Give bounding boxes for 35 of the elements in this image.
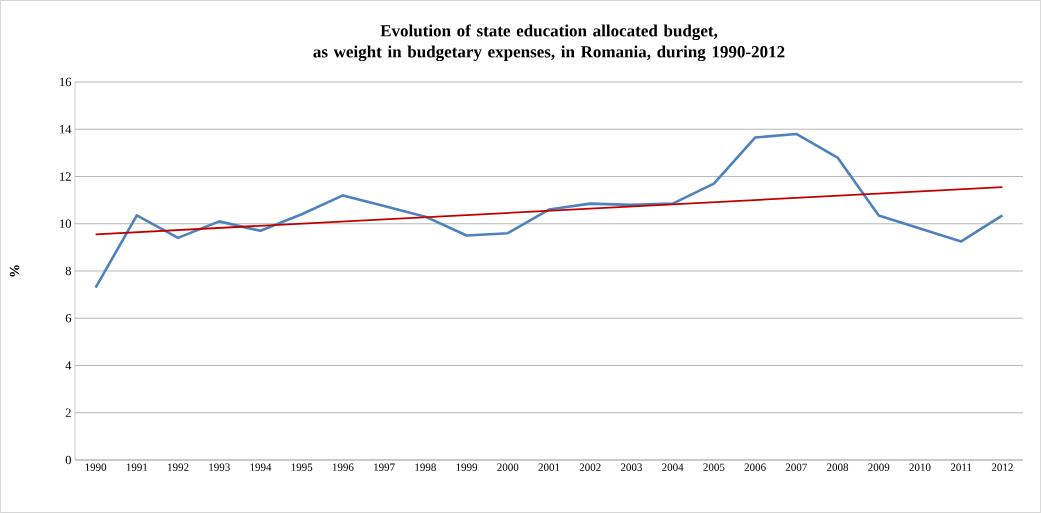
x-tick-label: 2008 [827, 463, 849, 471]
x-tick-label: 1998 [415, 463, 436, 471]
x-tick-label: 1997 [374, 463, 395, 471]
x-tick-label: 2003 [620, 463, 642, 471]
x-tick-label: 1993 [209, 463, 230, 471]
y-axis-title: % [9, 265, 20, 277]
line-series [94, 132, 1004, 289]
x-tick-label: 1995 [291, 463, 313, 471]
y-tick-label: 10 [60, 219, 71, 228]
x-tick-label: 2009 [868, 463, 890, 471]
x-tick-label: 2002 [579, 463, 601, 471]
y-tick-label: 2 [65, 408, 71, 417]
x-tick-label: 1991 [126, 463, 148, 471]
x-tick-label: 2005 [703, 463, 725, 471]
y-tick-label: 0 [65, 455, 71, 465]
x-tick-label: 1996 [332, 463, 354, 471]
y-tick-label: 16 [60, 77, 72, 87]
x-tick-label: 2000 [497, 463, 519, 471]
y-tick-label: 8 [65, 266, 71, 276]
x-tick-label: 2001 [538, 463, 560, 471]
x-tick-label: 2012 [991, 463, 1013, 471]
x-tick-label: 1990 [85, 463, 107, 471]
x-tick-label: 1999 [456, 463, 478, 471]
y-tick-label: 12 [60, 172, 71, 181]
x-tick-label: 2007 [785, 463, 807, 471]
x-tick-label: 2006 [744, 463, 766, 471]
x-tick-label: 2011 [950, 463, 972, 471]
chart-title: Evolution of state education allocated budget, as weight in budgetary expenses, in Romania, during 1990-2012 [313, 24, 785, 62]
x-tick-label: 2004 [662, 463, 684, 471]
x-tick-label: 1992 [168, 463, 189, 471]
x-tick-label: 2010 [909, 463, 931, 471]
y-tick-label: 6 [65, 314, 72, 323]
y-tick-label: 14 [60, 125, 72, 134]
x-tick-label: 1994 [250, 463, 272, 471]
y-tick-label: 4 [65, 361, 72, 370]
